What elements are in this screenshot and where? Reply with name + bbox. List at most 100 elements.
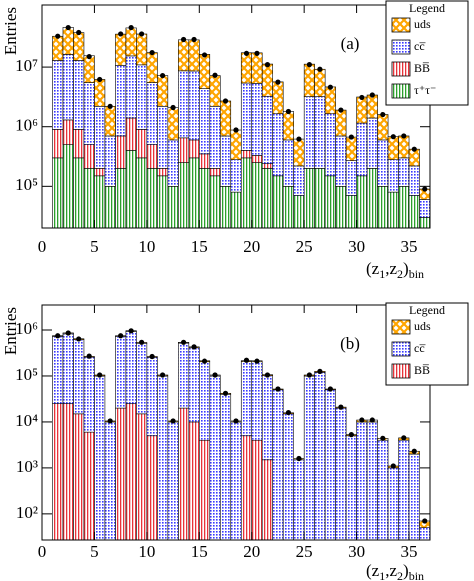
bar: [366, 421, 378, 541]
x-axis-label-part: ): [403, 259, 409, 278]
bar: [157, 105, 169, 169]
bar: [115, 33, 127, 66]
bar: [167, 186, 179, 229]
bar: [387, 159, 399, 193]
data-point: [107, 103, 113, 109]
panel-label: (b): [340, 334, 360, 353]
x-axis-label-part: bin: [409, 569, 424, 581]
bar: [398, 157, 410, 187]
data-point: [97, 372, 103, 378]
data-point: [118, 333, 124, 339]
bar: [408, 195, 420, 229]
bar: [303, 96, 315, 169]
data-point: [180, 36, 187, 43]
bar: [52, 336, 64, 404]
bar: [62, 119, 74, 145]
bar: [178, 162, 190, 229]
bar: [366, 94, 378, 119]
bar: [261, 168, 274, 229]
bar: [209, 375, 221, 541]
x-tick-label: 0: [38, 237, 47, 256]
bar: [125, 55, 137, 119]
x-tick-label: 35: [401, 542, 418, 561]
bar: [146, 144, 158, 169]
x-axis-label: (z1,z2)bin: [366, 259, 424, 281]
bar: [188, 139, 200, 159]
bar: [157, 168, 169, 177]
bar: [219, 393, 232, 541]
y-tick-label: 10²: [16, 503, 38, 522]
legend-label: cc̅: [414, 341, 427, 355]
data-point: [139, 339, 145, 345]
data-point: [275, 386, 281, 392]
data-point: [97, 76, 103, 83]
bar: [377, 139, 389, 187]
bar: [104, 105, 116, 137]
bar: [251, 52, 263, 84]
bar: [52, 60, 64, 130]
legend-label: BB̅: [414, 363, 430, 377]
bar: [125, 150, 137, 229]
legend-swatch: [391, 83, 411, 99]
bar: [282, 186, 294, 229]
x-tick-label: 10: [138, 542, 155, 561]
legend-swatch: [391, 39, 411, 55]
legend-swatch: [391, 341, 411, 357]
y-axis-label: Entries: [1, 307, 20, 355]
data-point: [348, 432, 354, 438]
bar: [167, 421, 179, 541]
bar: [73, 129, 85, 159]
legend-label: τ⁺τ⁻: [414, 83, 436, 97]
bar: [261, 95, 274, 164]
bar: [136, 64, 148, 130]
bar: [293, 165, 305, 196]
legend-label: cc̅: [414, 39, 427, 53]
data-point: [296, 455, 302, 462]
data-point: [401, 133, 407, 139]
data-point: [243, 50, 250, 56]
bar: [251, 155, 263, 163]
legend-swatch: [391, 17, 411, 33]
x-tick-label: 15: [191, 542, 208, 561]
data-point: [149, 49, 155, 56]
data-point: [76, 336, 82, 342]
data-point: [264, 62, 271, 68]
bar: [94, 79, 106, 107]
y-tick-label: 10⁶: [15, 319, 38, 338]
bar: [282, 413, 294, 541]
x-axis-label-part: 2: [397, 267, 403, 281]
bar: [167, 107, 179, 141]
data-point: [380, 111, 386, 118]
bar: [230, 159, 242, 193]
bar: [398, 135, 410, 159]
bar: [356, 175, 368, 229]
bar: [115, 135, 127, 169]
bar: [219, 186, 232, 229]
bar: [198, 153, 211, 169]
legend-label: uds: [414, 319, 431, 333]
bar: [83, 168, 95, 229]
data-point: [369, 92, 375, 98]
y-tick-label: 10⁵: [15, 365, 38, 384]
bar: [387, 191, 399, 229]
bar: [209, 168, 221, 177]
data-point: [55, 33, 61, 39]
data-point: [338, 404, 344, 410]
bar: [282, 139, 294, 187]
bar: [240, 82, 253, 151]
bar: [240, 157, 253, 229]
data-point: [170, 104, 176, 111]
bar: [366, 168, 378, 229]
data-point: [254, 50, 260, 56]
data-point: [201, 52, 208, 58]
bar: [324, 86, 336, 115]
data-point: [390, 463, 396, 469]
bar: [251, 162, 263, 229]
bar: [178, 407, 190, 541]
bar: [272, 175, 284, 229]
data-point: [275, 79, 281, 85]
data-point: [380, 435, 386, 441]
bar: [115, 65, 127, 137]
bar: [345, 136, 357, 161]
data-point: [55, 333, 61, 339]
